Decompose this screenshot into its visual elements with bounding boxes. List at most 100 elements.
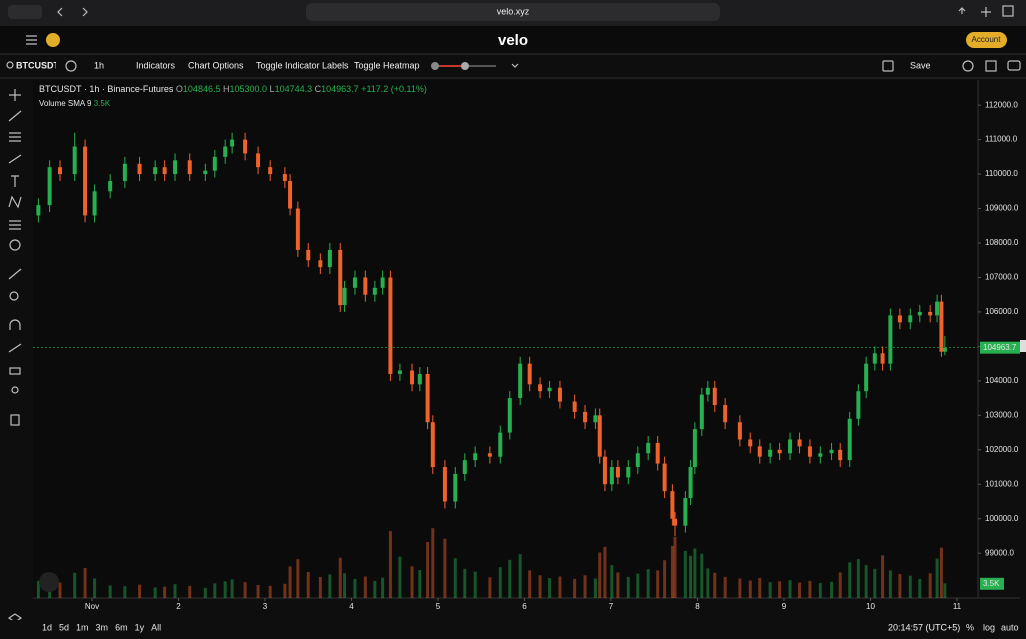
- candle-body: [363, 277, 368, 295]
- volume-bar: [418, 569, 422, 598]
- ohlc-value: 104846.5: [183, 84, 221, 94]
- save-button[interactable]: Save: [910, 60, 931, 70]
- scale-option[interactable]: %: [966, 622, 974, 632]
- volume-bar: [908, 575, 912, 598]
- volume-bar: [163, 586, 167, 598]
- candle-body: [243, 139, 248, 154]
- candle-body: [888, 315, 893, 364]
- logo-badge[interactable]: [46, 33, 60, 47]
- candle-body: [757, 446, 762, 457]
- volume-bar: [463, 568, 467, 598]
- candle-body: [572, 401, 577, 412]
- candle-body: [122, 163, 127, 181]
- range-button[interactable]: 1m: [76, 622, 89, 632]
- candle-body: [737, 422, 742, 440]
- candle-body: [583, 411, 588, 423]
- slider-handle[interactable]: [431, 62, 439, 70]
- volume-bar: [453, 558, 457, 598]
- settings-button[interactable]: [962, 60, 974, 72]
- volume-bar: [881, 555, 885, 598]
- indicators-button[interactable]: Indicators: [136, 60, 176, 70]
- compare-button[interactable]: [65, 60, 77, 72]
- candle-body: [688, 467, 693, 499]
- volume-bar: [268, 585, 272, 598]
- volume-bar: [381, 577, 385, 598]
- candle-body: [92, 191, 97, 216]
- candle-body: [487, 453, 492, 457]
- volume-bar: [603, 546, 607, 598]
- volume-bar: [616, 572, 620, 598]
- scale-option[interactable]: log: [983, 622, 995, 632]
- candle-body: [646, 442, 651, 454]
- volume-bar: [256, 585, 260, 598]
- volume-bar: [778, 581, 782, 598]
- chart-options-button[interactable]: Chart Options: [188, 60, 244, 70]
- interval[interactable]: 1h: [94, 60, 104, 70]
- candle-body: [777, 449, 782, 454]
- dropdown[interactable]: [511, 63, 519, 68]
- volume-bar: [373, 580, 377, 598]
- candle-body: [527, 363, 532, 385]
- volume-bar: [663, 560, 667, 598]
- volume-bar: [558, 576, 562, 598]
- candle-body: [692, 429, 697, 468]
- account-button[interactable]: [966, 32, 1007, 48]
- range-button[interactable]: All: [151, 622, 161, 632]
- range-button[interactable]: 1y: [135, 622, 145, 632]
- volume-bar: [848, 562, 852, 598]
- scale-option[interactable]: auto: [1001, 622, 1019, 632]
- tabs-button[interactable]: [1002, 5, 1014, 17]
- browser-actions[interactable]: [958, 7, 991, 17]
- candle-body: [462, 460, 467, 474]
- volume-bar: [83, 567, 87, 598]
- ohlc-value: 104963.7: [321, 84, 359, 94]
- side-handle[interactable]: [1020, 340, 1026, 352]
- fullscreen-button[interactable]: [985, 60, 997, 72]
- toggle-heatmap-button[interactable]: Toggle Heatmap: [354, 60, 420, 70]
- range-button[interactable]: 1d: [42, 622, 52, 632]
- range-button[interactable]: 6m: [115, 622, 128, 632]
- tool-icons[interactable]: [7, 89, 23, 623]
- footer-items: 1d 5d 1m 3m 6m 1y All% log auto: [42, 622, 1019, 632]
- nav-arrows[interactable]: [57, 7, 88, 17]
- candle-body: [83, 146, 88, 216]
- toggle-labels-button[interactable]: Toggle Indicator Labels: [256, 60, 349, 70]
- menu-button[interactable]: [26, 35, 37, 45]
- volume-bar: [123, 586, 127, 598]
- symbol[interactable]: BTCUSDT: [16, 60, 59, 70]
- candle-body: [397, 370, 402, 374]
- search-icon: [6, 61, 14, 69]
- candle-body: [72, 146, 77, 175]
- range-button[interactable]: 5d: [59, 622, 69, 632]
- volume-bar: [518, 554, 522, 598]
- candle-body: [557, 387, 562, 402]
- volume-bar: [548, 578, 552, 598]
- volume-bar: [943, 583, 947, 598]
- candle-body: [380, 277, 385, 288]
- last-price-label: 104963.7: [983, 343, 1017, 352]
- last-price-tag: [980, 341, 1020, 354]
- volume-bar: [343, 573, 347, 598]
- range-button[interactable]: 3m: [96, 622, 109, 632]
- volume-bar: [898, 574, 902, 598]
- candle-body: [342, 287, 347, 306]
- candle-body: [425, 373, 430, 423]
- slider-handle[interactable]: [461, 62, 469, 70]
- volume-bar: [93, 578, 97, 598]
- tv-logo[interactable]: [39, 572, 59, 592]
- y-tick-label: 106000.0: [985, 307, 1019, 316]
- candle-body: [203, 170, 208, 175]
- candle-body: [306, 249, 311, 261]
- candle-body: [917, 311, 922, 316]
- layout-checkbox[interactable]: [882, 60, 894, 72]
- footer: [0, 620, 1026, 639]
- url-field[interactable]: [306, 3, 720, 21]
- ohlc-value: 105300.0: [229, 84, 267, 94]
- screenshot-button[interactable]: [1007, 60, 1021, 71]
- candle-body: [928, 311, 933, 316]
- ohlc-letter: H: [223, 84, 230, 94]
- sidebar-button[interactable]: [8, 5, 42, 19]
- candle-body: [256, 153, 261, 168]
- candle-body: [847, 418, 852, 461]
